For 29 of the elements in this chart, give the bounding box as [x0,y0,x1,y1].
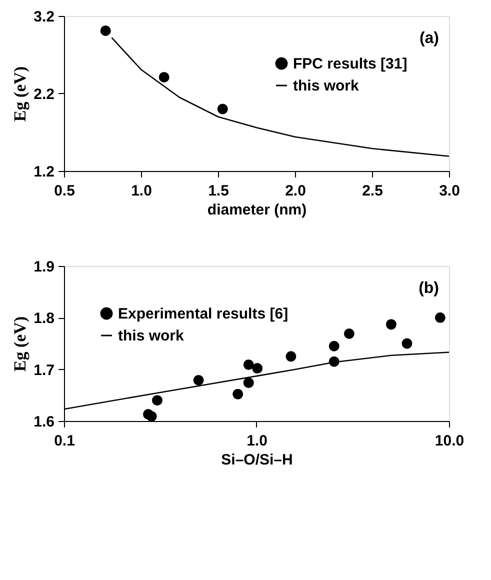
point [217,104,228,114]
x-tick-label: 1.5 [208,182,229,200]
y-tick-label: 1.8 [34,310,54,328]
y-tick-label: 1.9 [34,258,54,276]
legend-label: Experimental results [6] [118,306,288,322]
annotation: (b) [418,280,439,297]
y-tick-label: 1.7 [34,362,54,379]
legend-label: this work [293,78,360,94]
x-tick-label: 1.0 [246,432,268,450]
x-tick-label: 1.0 [131,182,152,200]
legend-label: this work [118,328,184,344]
y-axis-title: Eg (eV) [10,66,30,122]
point [100,25,111,36]
x-tick-label: 2.0 [285,182,306,200]
x-tick-label: 3.0 [439,182,460,200]
y-axis-title: Eg (eV) [10,316,30,372]
x-axis-title: diameter (nm) [207,202,307,218]
y-tick-label: 1.6 [34,414,54,430]
legend-label: FPC results [31] [293,56,408,72]
x-tick-label: 0.5 [54,182,75,200]
x-tick-label: 2.5 [362,182,383,200]
annotation: (a) [419,30,439,47]
y-tick-label: 1.2 [34,164,54,180]
y-tick-label: 3.2 [34,8,54,26]
point [158,72,170,82]
x-axis-title: Si–O/Si–H [221,452,293,468]
y-tick-label: 2.2 [34,86,54,103]
x-tick-label: 10.0 [434,432,464,450]
x-tick-label: 0.1 [54,432,75,450]
